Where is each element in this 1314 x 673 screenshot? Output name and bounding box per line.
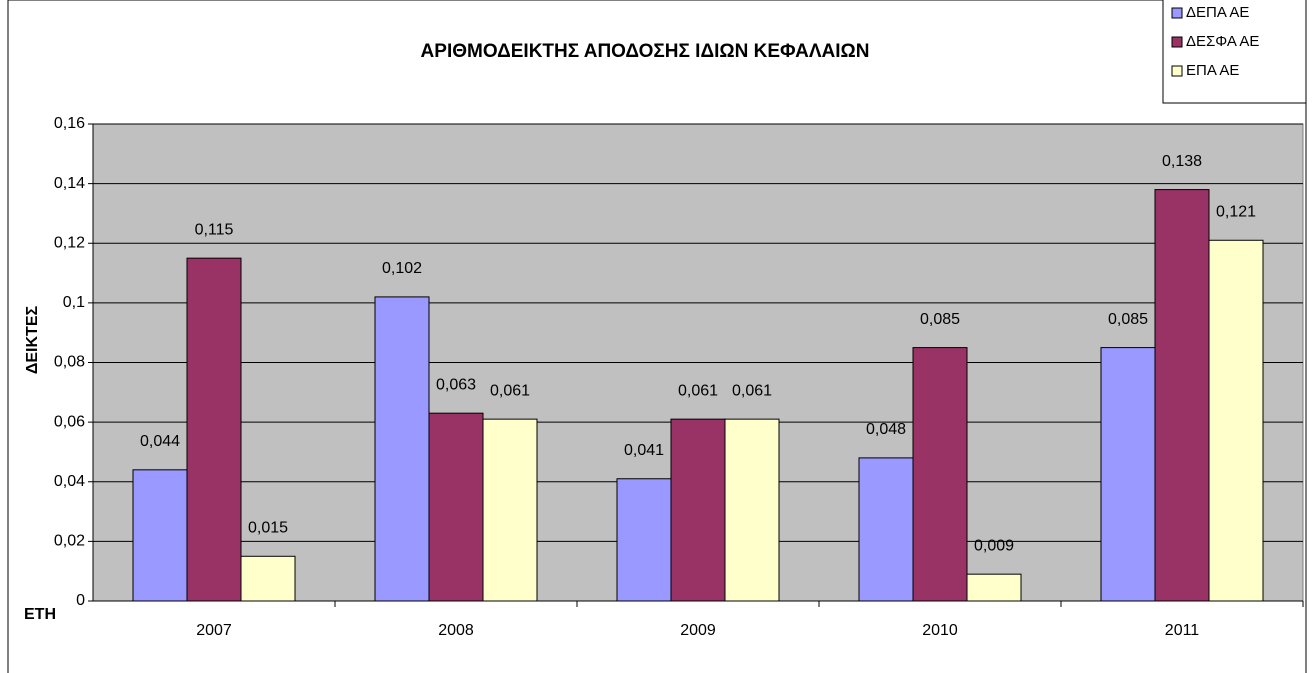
value-label: 0,015 xyxy=(248,520,288,537)
bar xyxy=(428,412,484,602)
value-label: 0,102 xyxy=(382,260,422,277)
value-label: 0,044 xyxy=(140,433,180,450)
bar xyxy=(1208,239,1264,602)
bar xyxy=(858,457,914,602)
bar xyxy=(724,418,780,602)
x-tick-label: 2007 xyxy=(196,622,232,639)
y-tick-label: 0,04 xyxy=(54,473,85,490)
value-label: 0,061 xyxy=(678,382,718,399)
bar xyxy=(132,469,188,602)
bar xyxy=(670,418,726,602)
value-label: 0,121 xyxy=(1216,203,1256,220)
y-axis-label: ΔΕΙΚΤΕΣ xyxy=(24,305,41,374)
y-tick-label: 0,06 xyxy=(54,413,85,430)
bar xyxy=(482,418,538,602)
x-axis-label: ΕΤΗ xyxy=(24,606,56,623)
x-tick-label: 2008 xyxy=(438,622,474,639)
chart-title: ΑΡΙΘΜΟΔΕΙΚΤΗΣ ΑΠΟΔΟΣΗΣ ΙΔΙΩΝ ΚΕΦΑΛΑΙΩΝ xyxy=(421,41,870,62)
value-label: 0,063 xyxy=(436,376,476,393)
bar xyxy=(1100,347,1156,602)
value-label: 0,115 xyxy=(195,221,234,238)
legend-label: ΔΕΠΑ ΑΕ xyxy=(1186,4,1249,21)
value-label: 0,085 xyxy=(920,311,960,328)
legend-swatch xyxy=(1171,36,1183,48)
y-tick-label: 0 xyxy=(76,592,85,609)
value-label: 0,009 xyxy=(974,537,1014,554)
bar xyxy=(912,347,968,602)
x-tick-label: 2009 xyxy=(680,622,716,639)
y-tick-label: 0,16 xyxy=(54,115,85,132)
legend-swatch xyxy=(1171,65,1183,77)
bar xyxy=(374,296,430,602)
y-tick-label: 0,08 xyxy=(54,354,85,371)
legend-label: ΔΕΣΦΑ ΑΕ xyxy=(1186,33,1259,50)
value-label: 0,041 xyxy=(624,442,664,459)
y-tick-label: 0,02 xyxy=(54,533,85,550)
y-tick-label: 0,1 xyxy=(63,294,85,311)
value-label: 0,085 xyxy=(1108,311,1148,328)
legend-swatch xyxy=(1171,7,1183,19)
bar xyxy=(1154,189,1210,602)
bar xyxy=(966,573,1022,602)
legend-box xyxy=(1162,0,1307,104)
value-label: 0,061 xyxy=(490,382,530,399)
y-tick-label: 0,12 xyxy=(54,234,85,251)
legend-label: ΕΠΑ ΑΕ xyxy=(1186,62,1239,79)
value-label: 0,061 xyxy=(732,382,772,399)
value-label: 0,048 xyxy=(866,421,906,438)
x-tick-label: 2011 xyxy=(1165,622,1200,639)
x-tick-label: 2010 xyxy=(922,622,958,639)
y-tick-label: 0,14 xyxy=(54,175,85,192)
value-label: 0,138 xyxy=(1162,153,1202,170)
bar xyxy=(616,478,672,602)
bar xyxy=(186,257,242,602)
bar xyxy=(240,555,296,602)
